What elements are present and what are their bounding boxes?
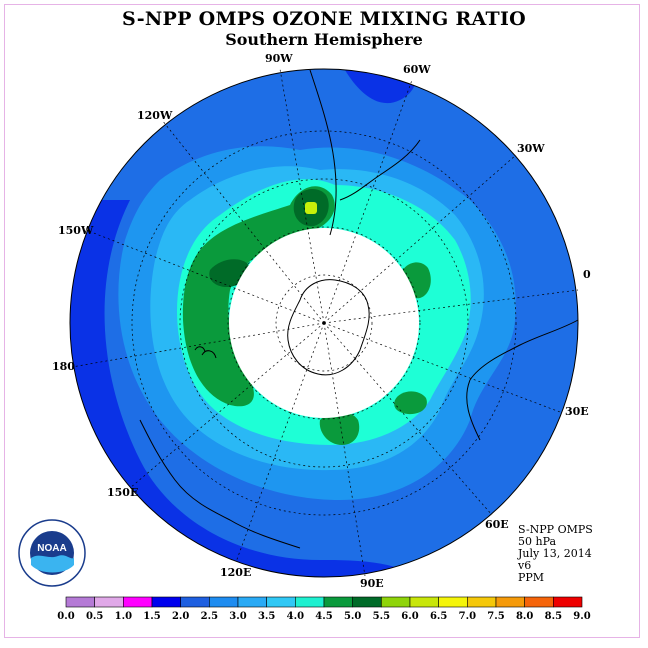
colorbar: 0.0 0.5 1.0 1.5 2.0 2.5 3.0 3.5 4.0 4.5 5.0 5.5 6.0 6… [57,596,591,622]
colorbar-tick-label: 5.5 [373,611,390,622]
colorbar-tick-label: 2.5 [201,611,218,622]
map-subtitle: Southern Hemisphere [225,30,423,49]
colorbar-swatch [381,596,411,608]
colorbar-tick-label: 1.5 [143,611,160,622]
colorbar-swatch [295,596,325,608]
colorbar-tick-label: 7.0 [459,611,476,622]
colorbar-swatch [524,596,554,608]
lon-label-30e: 30E [565,405,589,418]
date-label: July 13, 2014 [518,547,592,560]
meridian [161,119,325,324]
africa-coast [466,319,579,441]
lon-label-150w: 150W [58,224,94,237]
green-southeast-blob [394,391,427,415]
colorbar-tick-label: 6.5 [430,611,447,622]
coastlines [139,69,579,549]
colorbar-swatch [323,596,353,608]
colorbar-tick-label: 8.0 [516,611,533,622]
colorbar-swatch [409,596,439,608]
units-label: PPM [518,571,545,584]
colorbar-tick-label: 1.0 [115,611,132,622]
antarctica-coast [287,279,370,376]
colorbar-swatch [94,596,124,608]
colorbar-swatch [209,596,239,608]
colorbar-tick-label: 2.0 [172,611,189,622]
lon-label-120w: 120W [137,109,173,122]
colorbar-tick-label: 3.0 [229,611,246,622]
colorbar-swatch [151,596,181,608]
colorbar-tick-label: 4.5 [315,611,332,622]
noaa-logo-text: NOAA [37,543,66,554]
colorbar-swatch [65,596,95,608]
colorbar-swatch [438,596,468,608]
colorbar-tick-label: 9.0 [573,611,590,622]
green-west-arc [182,186,335,407]
colorbar-tick-label: 4.0 [287,611,304,622]
colorbar-tick-label: 3.5 [258,611,275,622]
colorbar-swatch [123,596,153,608]
map-title: S-NPP OMPS OZONE MIXING RATIO [121,8,527,30]
colorbar-tick-label: 5.0 [344,611,361,622]
info-block: S-NPP OMPS 50 hPa July 13, 2014 v6 PPM [518,524,593,584]
colorbar-tick-label: 6.0 [401,611,418,622]
colorbar-tick-label: 7.5 [487,611,504,622]
colorbar-swatch [467,596,497,608]
yellow-green-max [305,202,317,214]
lon-label-60e: 60E [485,518,509,531]
noaa-logo: NOAA [18,519,86,587]
colorbar-swatch [553,596,583,608]
instrument-label: S-NPP OMPS [518,523,593,536]
meridian [323,322,561,413]
colorbar-swatch [180,596,210,608]
lon-label-150e: 150E [107,486,138,499]
latitude-circle [131,130,517,516]
lon-label-120e: 120E [220,566,251,579]
colorbar-tick-label: 0.0 [57,611,74,622]
colorbar-swatch [237,596,267,608]
outer-blue-band [70,90,440,577]
colorbar-tick-label: 0.5 [86,611,103,622]
map-border [69,68,579,578]
longitude-labels: 90W 60W 30W 0 30E 60E 90E 120E 150E 180 … [52,52,591,590]
version-label: v6 [518,559,532,572]
latitude-circle [275,274,373,372]
colorbar-swatch [266,596,296,608]
lon-label-60w: 60W [403,63,431,76]
lon-label-90e: 90E [360,577,384,590]
pole-marker [322,321,326,325]
lon-label-180: 180 [52,360,75,373]
colorbar-swatch [495,596,525,608]
latitude-circle [227,226,421,420]
new-zealand-coast [194,346,217,359]
lon-label-0: 0 [583,268,591,281]
pressure-label: 50 hPa [518,535,557,548]
colorbar-swatch [352,596,382,608]
lon-label-90w: 90W [265,52,293,65]
plot-frame [4,4,640,638]
latitude-circle [179,178,469,468]
lon-label-30w: 30W [517,142,545,155]
australia-coast [139,419,301,549]
colorbar-tick-label: 8.5 [545,611,562,622]
meridian [323,79,413,324]
south-america-coast [309,69,421,236]
ozone-field [70,69,578,577]
graticule [71,68,579,577]
green-south-blob [319,411,360,445]
